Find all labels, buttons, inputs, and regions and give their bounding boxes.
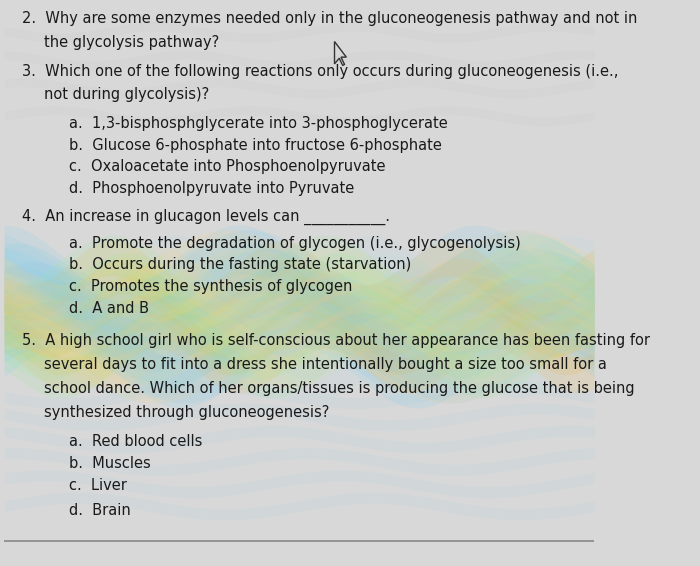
Text: 2.  Why are some enzymes needed only in the gluconeogenesis pathway and not in: 2. Why are some enzymes needed only in t… [22, 11, 637, 27]
Text: d.  A and B: d. A and B [69, 301, 149, 316]
Text: several days to fit into a dress she intentionally bought a size too small for a: several days to fit into a dress she int… [44, 357, 607, 372]
Text: b.  Glucose 6-phosphate into fructose 6-phosphate: b. Glucose 6-phosphate into fructose 6-p… [69, 138, 442, 152]
Text: c.  Liver: c. Liver [69, 478, 127, 492]
Text: d.  Phosphoenolpyruvate into Pyruvate: d. Phosphoenolpyruvate into Pyruvate [69, 181, 354, 196]
Text: c.  Promotes the synthesis of glycogen: c. Promotes the synthesis of glycogen [69, 279, 352, 294]
Text: a.  Red blood cells: a. Red blood cells [69, 434, 202, 449]
Text: school dance. Which of her organs/tissues is producing the glucose that is being: school dance. Which of her organs/tissue… [44, 381, 635, 396]
Text: a.  Promote the degradation of glycogen (i.e., glycogenolysis): a. Promote the degradation of glycogen (… [69, 235, 521, 251]
Text: a.  1,3-bisphosphglycerate into 3-phosphoglycerate: a. 1,3-bisphosphglycerate into 3-phospho… [69, 116, 448, 131]
Text: 5.  A high school girl who is self-conscious about her appearance has been fasti: 5. A high school girl who is self-consci… [22, 333, 650, 348]
Text: synthesized through gluconeogenesis?: synthesized through gluconeogenesis? [44, 405, 330, 419]
Text: d.  Brain: d. Brain [69, 503, 131, 518]
Text: 3.  Which one of the following reactions only occurs during gluconeogenesis (i.e: 3. Which one of the following reactions … [22, 64, 618, 79]
Text: 4.  An increase in glucagon levels can ___________.: 4. An increase in glucagon levels can __… [22, 209, 390, 225]
Text: b.  Muscles: b. Muscles [69, 456, 150, 471]
Text: not during glycolysis)?: not during glycolysis)? [44, 87, 209, 102]
Text: c.  Oxaloacetate into Phosphoenolpyruvate: c. Oxaloacetate into Phosphoenolpyruvate [69, 159, 386, 174]
Text: b.  Occurs during the fasting state (starvation): b. Occurs during the fasting state (star… [69, 258, 412, 272]
Text: the glycolysis pathway?: the glycolysis pathway? [44, 35, 220, 50]
